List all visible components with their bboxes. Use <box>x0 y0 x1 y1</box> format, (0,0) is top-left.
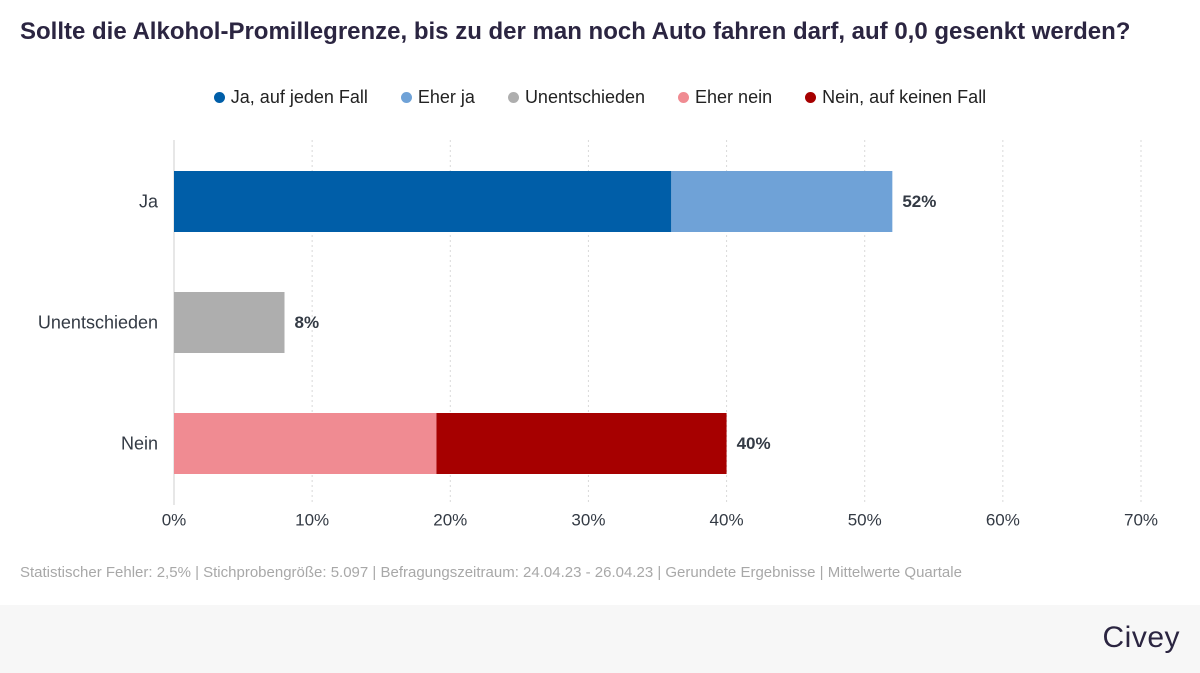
x-tick-label: 60% <box>986 511 1020 530</box>
legend-label: Ja, auf jeden Fall <box>230 87 368 107</box>
brand-bar: Civey <box>0 605 1200 673</box>
legend-label: Eher ja <box>417 87 475 107</box>
bar-segment-eher-nein <box>174 413 437 474</box>
value-label: 40% <box>737 434 771 453</box>
civey-logo: Civey <box>1102 621 1180 654</box>
bar-segment-eher-ja <box>671 171 893 232</box>
legend-label: Eher nein <box>695 87 773 107</box>
legend-item: Eher ja <box>400 85 475 109</box>
x-tick-label: 20% <box>433 511 467 530</box>
legend-item: Eher nein <box>678 85 772 109</box>
legend-dot-icon <box>213 91 225 103</box>
x-tick-label: 30% <box>571 511 605 530</box>
chart-title: Sollte die Alkohol-Promillegrenze, bis z… <box>20 18 1131 45</box>
x-tick-label: 10% <box>295 511 329 530</box>
category-label: Unentschieden <box>38 313 158 333</box>
x-tick-label: 70% <box>1124 511 1158 530</box>
legend: Ja, auf jeden Fall Eher ja Unentschieden… <box>0 85 1200 109</box>
chart-footnote: Statistischer Fehler: 2,5% | Stichproben… <box>20 564 962 581</box>
value-label: 52% <box>902 192 936 211</box>
bar-segment-nein-auf-keinen-fall <box>436 413 727 474</box>
x-tick-label: 40% <box>710 511 744 530</box>
value-label: 8% <box>295 313 320 332</box>
legend-dot-icon <box>507 91 519 103</box>
legend-dot-icon <box>678 91 690 103</box>
category-label: Nein <box>121 434 158 454</box>
x-tick-label: 0% <box>162 511 187 530</box>
legend-dot-icon <box>400 91 412 103</box>
bar-segment-ja-auf-jeden-fall <box>174 171 672 232</box>
legend-label: Nein, auf keinen Fall <box>822 87 987 107</box>
legend-item: Nein, auf keinen Fall <box>805 85 986 109</box>
legend-item: Unentschieden <box>507 85 646 109</box>
bar-segment-unentschieden <box>174 292 285 353</box>
x-tick-label: 50% <box>848 511 882 530</box>
stacked-bar-chart: 0% 10% 20% 30% 40% 50% 60% 70% Ja 52% Unentschiede… <box>38 140 1158 530</box>
category-label: Ja <box>139 192 159 212</box>
legend-dot-icon <box>805 91 817 103</box>
legend-item: Ja, auf jeden Fall <box>213 85 368 109</box>
legend-label: Unentschieden <box>524 87 646 107</box>
